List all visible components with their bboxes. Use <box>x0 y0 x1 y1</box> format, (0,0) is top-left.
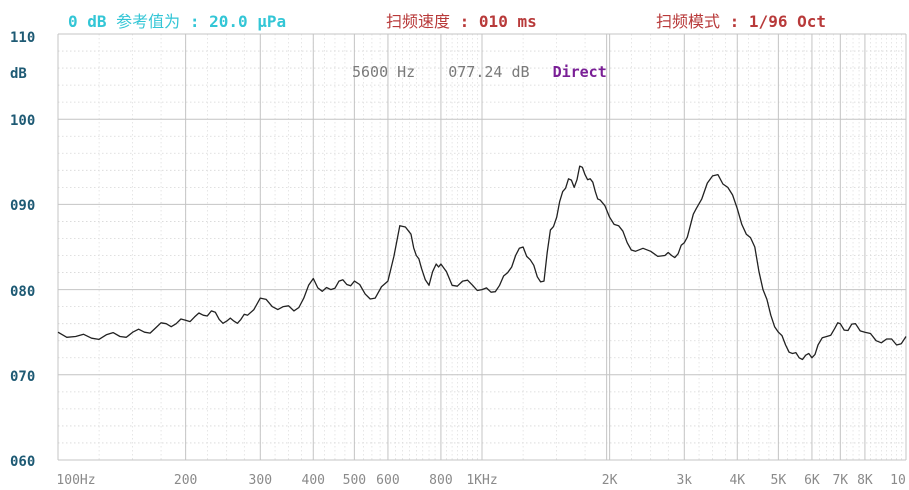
cursor-readout: 5600 Hz 077.24 dB Direct <box>352 63 607 81</box>
x-tick-label: 3k <box>676 473 693 488</box>
sweep-mode-label: 扫频模式 <box>656 12 721 31</box>
sweep-mode-value: : 1/96 Oct <box>729 12 826 31</box>
y-tick-label: 070 <box>10 369 36 385</box>
x-tick-label: 10 <box>890 473 906 488</box>
major-grid <box>57 33 907 461</box>
y-tick-label: 110 <box>10 30 36 46</box>
y-tick-label: 100 <box>10 113 36 129</box>
x-tick-label: 300 <box>248 473 273 488</box>
y-tick-label: 090 <box>10 198 36 214</box>
x-tick-label: 500 <box>342 473 367 488</box>
x-tick-label: 600 <box>376 473 400 488</box>
reference-level-readout: 0 dB 参考值为 : 20.0 μPa <box>68 8 286 32</box>
x-tick-label: 2K <box>601 473 618 488</box>
sweep-speed-value: : 010 ms <box>459 12 537 31</box>
sweep-speed-label: 扫频速度 <box>386 12 451 31</box>
reference-label: 参考值为 <box>116 12 181 31</box>
y-axis-unit-label: dB <box>10 66 27 82</box>
reference-prefix: 0 dB <box>68 12 107 31</box>
x-tick-label: 800 <box>429 473 453 488</box>
x-tick-label: 5K <box>770 473 787 488</box>
x-tick-label: 4K <box>729 473 746 488</box>
x-tick-label: 200 <box>173 473 198 488</box>
cursor-level: 077.24 dB <box>448 63 530 81</box>
x-tick-label: 100Hz <box>56 473 96 488</box>
x-tick-label: 1KHz <box>466 473 498 488</box>
x-tick-label: 7K <box>832 473 849 488</box>
sweep-speed-readout: 扫频速度 : 010 ms <box>386 8 537 32</box>
x-tick-label: 400 <box>301 473 326 488</box>
y-tick-label: 080 <box>10 284 36 300</box>
cursor-mode: Direct <box>552 63 607 81</box>
x-tick-label: 8K <box>857 473 873 488</box>
response-trace-line <box>57 165 907 361</box>
sweep-mode-readout: 扫频模式 : 1/96 Oct <box>656 8 826 32</box>
y-tick-label: 060 <box>10 454 36 470</box>
reference-value: : 20.0 μPa <box>189 12 287 31</box>
cursor-frequency: 5600 Hz <box>352 63 416 81</box>
x-tick-label: 6K <box>804 473 820 488</box>
